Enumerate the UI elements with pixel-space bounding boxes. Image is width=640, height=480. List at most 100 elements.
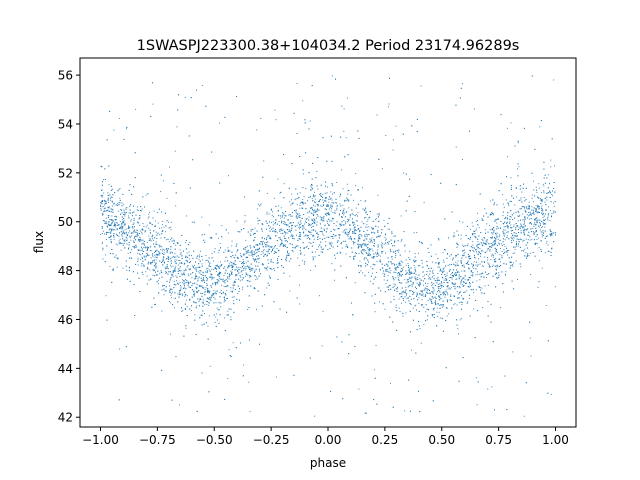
data-point [487,248,489,250]
data-point [108,232,110,234]
data-point [161,246,163,248]
data-point [253,240,255,242]
data-point [118,235,120,237]
data-point [165,272,167,274]
data-point [318,209,320,211]
data-point [331,206,333,208]
data-point [363,250,365,252]
data-point [274,270,276,272]
data-point [305,235,307,237]
data-point [123,217,125,219]
data-point [358,234,360,236]
data-point [475,299,477,301]
data-point [112,188,114,190]
data-point [143,226,145,228]
data-point [303,227,305,229]
data-point [462,254,464,256]
data-point [282,266,284,268]
data-point [510,227,512,229]
data-point [410,298,412,300]
data-point [154,267,156,269]
data-point [519,238,521,240]
data-point [431,261,433,263]
data-point [275,376,277,378]
data-point [225,294,227,296]
data-point [302,173,304,175]
data-point [504,273,506,275]
data-point [387,228,389,230]
data-point [445,275,447,277]
data-point [537,237,539,239]
data-point [484,208,486,210]
data-point [414,305,416,307]
data-point [342,231,344,233]
data-point [524,228,526,230]
data-point [188,251,190,253]
data-point [231,296,233,298]
data-point [169,166,171,168]
data-point [543,192,545,194]
data-point [258,248,260,250]
data-point [258,258,260,260]
data-point [247,250,249,252]
data-point [460,308,462,310]
data-point [543,219,544,221]
data-point [152,253,154,255]
data-point [371,248,373,250]
data-point [420,304,422,306]
data-point [259,247,261,249]
data-point [101,189,103,191]
data-point [116,266,118,268]
data-point [286,241,288,243]
data-point [271,214,273,216]
data-point [215,302,217,304]
data-point [457,293,459,295]
data-point [495,240,497,242]
data-point [492,341,494,343]
data-point [138,210,140,212]
data-point [271,228,273,230]
data-point [177,283,179,285]
data-point [238,268,240,270]
data-point [307,234,309,236]
data-point [489,249,491,251]
data-point [410,278,412,280]
data-point [420,342,422,344]
data-point [475,274,477,276]
data-point [314,205,316,207]
data-point [550,393,552,395]
data-point [457,264,459,266]
data-point [111,229,113,231]
data-point [215,265,217,267]
data-point [154,265,156,267]
data-point [323,205,325,206]
data-point [526,229,528,231]
data-point [137,264,139,266]
data-point [542,183,544,185]
data-point [132,212,134,214]
data-point [171,273,173,275]
data-point [355,173,357,175]
data-point [297,245,299,247]
data-point [384,273,386,275]
data-point [393,283,395,285]
data-point [541,233,543,235]
data-point [170,260,172,262]
data-point [387,222,389,224]
data-point [507,202,509,204]
data-point [257,255,259,257]
data-point [370,239,372,241]
data-point [321,218,323,220]
data-point [398,279,400,281]
data-point [149,238,151,240]
data-point [327,211,329,213]
data-point [437,276,439,278]
data-point [128,225,130,227]
data-point [231,240,233,242]
data-point [118,240,120,242]
data-point [346,97,348,99]
data-point [542,230,544,232]
data-point [276,232,278,234]
data-point [466,302,468,304]
data-point [129,205,131,207]
